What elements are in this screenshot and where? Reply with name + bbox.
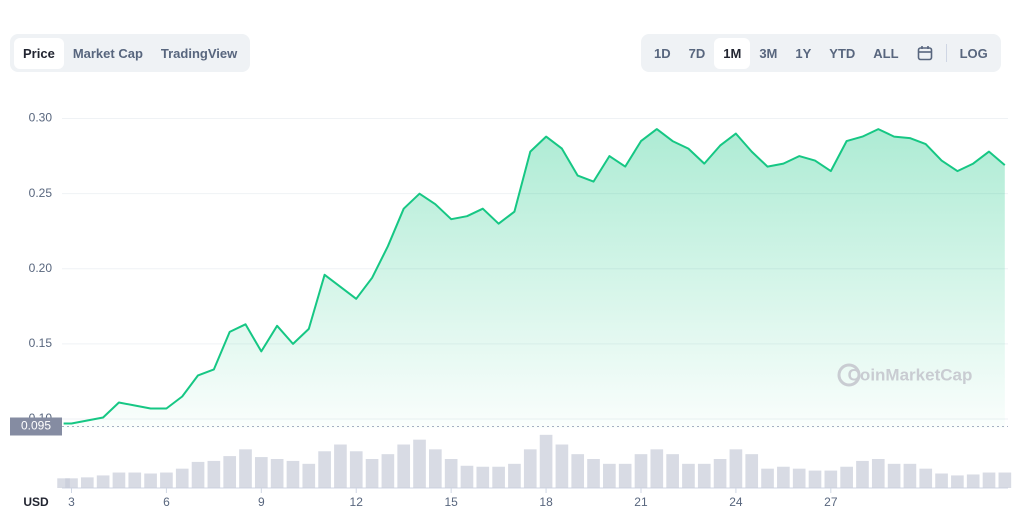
- volume-bar: [555, 444, 569, 488]
- volume-bar: [603, 463, 616, 488]
- range-group: 1D 7D 1M 3M 1Y YTD ALL LOG: [641, 34, 1001, 72]
- separator: [945, 44, 947, 62]
- volume-bar: [650, 449, 664, 488]
- y-tick-label: 0.30: [29, 111, 53, 125]
- reference-label: 0.095: [21, 419, 51, 433]
- price-area: [63, 129, 1005, 428]
- range-button[interactable]: YTD: [829, 45, 856, 61]
- volume-bar: [792, 468, 806, 488]
- volume-bar: [397, 444, 411, 488]
- x-tick-label: 18: [539, 495, 553, 509]
- x-tick-label: 6: [163, 495, 170, 509]
- reference-label-bg: [10, 417, 62, 436]
- x-tick-label: 15: [444, 495, 458, 509]
- range-button[interactable]: ALL: [873, 45, 899, 61]
- x-tick-label: 27: [824, 495, 838, 509]
- volume-bar: [444, 459, 458, 488]
- tab-group: Price Market Cap TradingView: [10, 34, 251, 72]
- volume-bar: [65, 478, 78, 488]
- volume-bar: [223, 456, 237, 488]
- volume-bar: [128, 472, 142, 488]
- volume-bar: [492, 466, 505, 488]
- y-tick-label: 0.20: [29, 261, 53, 275]
- range-button[interactable]: 3M: [759, 45, 778, 61]
- volume-bar: [824, 470, 838, 488]
- watermark: CoinMarketCap: [848, 365, 973, 384]
- calendar-button[interactable]: [908, 37, 942, 69]
- volume-bar: [618, 463, 632, 488]
- volume-bar: [96, 475, 110, 488]
- x-tick-label: 12: [350, 495, 364, 509]
- volume-bar: [856, 460, 869, 488]
- tab-button[interactable]: Price: [14, 37, 64, 69]
- volume-bar: [887, 463, 901, 488]
- volume-bar: [302, 463, 316, 488]
- volume-bar: [919, 468, 933, 488]
- volume-bar: [334, 444, 347, 488]
- volume-bar: [413, 439, 426, 488]
- y-tick-label: 0.15: [29, 336, 53, 350]
- volume-bar: [429, 449, 442, 488]
- volume-bar: [682, 463, 695, 488]
- price-line: [63, 128, 1006, 425]
- volume-bar: [175, 468, 189, 488]
- volume-bar: [286, 460, 300, 488]
- volume-bar: [112, 472, 126, 488]
- volume-bar: [966, 474, 980, 488]
- volume-bar: [160, 472, 173, 488]
- volume-bar: [840, 466, 853, 488]
- currency-label: USD: [23, 495, 49, 509]
- volume-bar: [871, 459, 885, 488]
- y-tick-label: 0.25: [29, 186, 53, 200]
- watermark-logo: [837, 363, 861, 387]
- volume-bar: [254, 457, 268, 488]
- volume-bar: [381, 454, 395, 488]
- volume-bar: [666, 454, 679, 488]
- range-button[interactable]: 1D: [654, 45, 671, 61]
- volume-bar: [539, 434, 553, 488]
- volume-bar: [207, 460, 221, 488]
- volume-bar: [903, 463, 917, 488]
- tab-button[interactable]: Market Cap: [72, 45, 143, 61]
- x-tick-label: 21: [634, 495, 648, 509]
- volume-bar: [998, 472, 1012, 488]
- volume-bar: [729, 449, 743, 488]
- x-tick-label: 9: [258, 495, 265, 509]
- volume-bar: [508, 463, 521, 488]
- volume-bar: [80, 477, 94, 488]
- volume-bar: [713, 459, 727, 488]
- volume-bar: [982, 472, 996, 488]
- range-button[interactable]: 7D: [688, 45, 706, 61]
- volume-bar: [523, 449, 537, 488]
- range-button[interactable]: 1Y: [795, 45, 812, 61]
- volume-bar: [476, 466, 490, 488]
- volume-bar: [571, 454, 585, 488]
- volume-bar: [191, 461, 205, 488]
- volume-bar: [144, 473, 157, 488]
- volume-bar: [951, 475, 964, 488]
- x-tick-label: 24: [729, 495, 743, 509]
- volume-bar: [745, 454, 759, 488]
- volume-bar: [460, 465, 474, 488]
- volume-bar: [634, 454, 648, 488]
- volume-bar: [697, 463, 711, 488]
- log-button[interactable]: LOG: [959, 45, 988, 61]
- volume-bar: [761, 468, 774, 488]
- volume-bar: [587, 459, 600, 488]
- volume-bar: [365, 459, 379, 488]
- volume-bar: [239, 449, 252, 488]
- volume-bar: [318, 451, 331, 488]
- range-button[interactable]: 1M: [714, 37, 751, 69]
- volume-bar: [777, 466, 790, 488]
- volume-bar: [808, 470, 822, 488]
- volume-bar: [57, 478, 70, 488]
- volume-bar: [270, 459, 284, 488]
- volume-bar: [935, 473, 948, 488]
- tab-button[interactable]: TradingView: [160, 45, 238, 61]
- volume-bar: [349, 451, 363, 488]
- x-tick-label: 3: [68, 495, 75, 509]
